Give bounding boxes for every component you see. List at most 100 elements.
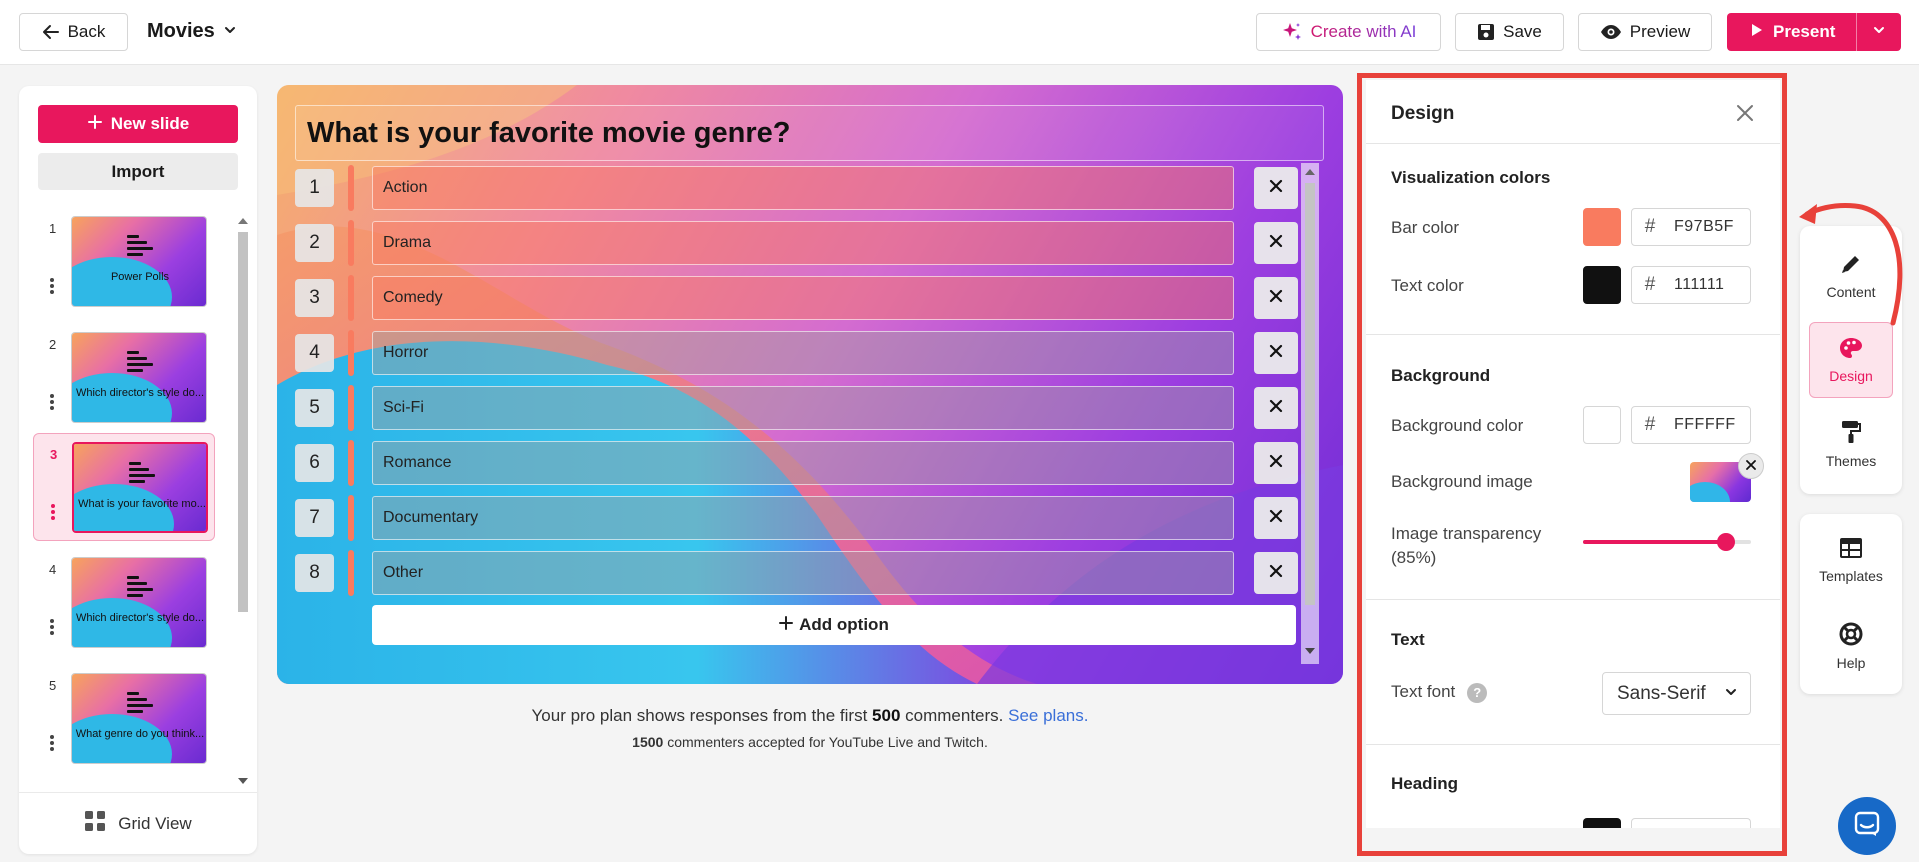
templates-table-icon bbox=[1839, 537, 1863, 562]
slide-thumbnail-5[interactable]: 5 What genre do you think... bbox=[33, 665, 215, 773]
divider bbox=[1366, 744, 1780, 745]
slide-list-scrollbar[interactable] bbox=[236, 214, 250, 788]
bar-color-hex-input[interactable]: # F97B5F bbox=[1631, 208, 1751, 246]
option-row: 5 Sci-Fi bbox=[295, 385, 1315, 431]
platform-limit-text: commenters accepted for YouTube Live and… bbox=[667, 734, 988, 750]
preview-label: Preview bbox=[1629, 22, 1691, 41]
create-with-ai-button[interactable]: Create with AI bbox=[1256, 13, 1441, 51]
delete-option-button[interactable] bbox=[1254, 387, 1298, 429]
design-tab-label: Design bbox=[1829, 367, 1873, 384]
bar-color-marker bbox=[348, 220, 354, 266]
slide-preview: What is your favorite mo... bbox=[72, 442, 208, 533]
option-number: 5 bbox=[295, 389, 334, 427]
more-options-icon[interactable] bbox=[50, 394, 54, 412]
right-rail-primary: Content Design Themes bbox=[1800, 226, 1902, 494]
delete-option-button[interactable] bbox=[1254, 277, 1298, 319]
present-options-button[interactable] bbox=[1857, 13, 1901, 51]
text-font-select[interactable]: Sans-Serif bbox=[1602, 672, 1751, 715]
slide-thumbnail-3[interactable]: 3 What is your favorite mo... bbox=[33, 433, 215, 541]
support-chat-button[interactable] bbox=[1838, 797, 1896, 855]
delete-option-button[interactable] bbox=[1254, 442, 1298, 484]
remove-background-image-button[interactable] bbox=[1738, 453, 1764, 479]
heading-color-swatch[interactable] bbox=[1583, 818, 1621, 828]
present-button[interactable]: Present bbox=[1727, 13, 1901, 51]
bar-color-marker bbox=[348, 495, 354, 541]
close-icon bbox=[1269, 344, 1283, 363]
option-input[interactable]: Documentary bbox=[372, 496, 1234, 540]
delete-option-button[interactable] bbox=[1254, 222, 1298, 264]
themes-tab[interactable]: Themes bbox=[1809, 406, 1893, 482]
delete-option-button[interactable] bbox=[1254, 552, 1298, 594]
presentation-title[interactable]: Movies bbox=[147, 20, 237, 43]
heading-color-hex-input[interactable] bbox=[1631, 818, 1751, 828]
option-input[interactable]: Horror bbox=[372, 331, 1234, 375]
text-color-label: Text color bbox=[1391, 276, 1464, 295]
close-panel-button[interactable] bbox=[1736, 104, 1754, 127]
more-options-icon[interactable] bbox=[50, 278, 54, 296]
image-transparency-slider[interactable] bbox=[1583, 530, 1751, 554]
option-number: 6 bbox=[295, 444, 334, 482]
back-button[interactable]: Back bbox=[19, 13, 128, 51]
slide-thumbnail-2[interactable]: 2 Which director's style do... bbox=[33, 324, 215, 432]
add-option-button[interactable]: Add option bbox=[372, 605, 1296, 645]
add-option-label: Add option bbox=[799, 615, 889, 634]
sparkle-icon bbox=[1281, 21, 1303, 43]
delete-option-button[interactable] bbox=[1254, 497, 1298, 539]
slide-number: 2 bbox=[49, 337, 57, 352]
more-options-icon[interactable] bbox=[50, 735, 54, 753]
question-title-input[interactable]: What is your favorite movie genre? bbox=[295, 105, 1324, 161]
more-options-icon[interactable] bbox=[50, 619, 54, 637]
slide-preview: Which director's style do... bbox=[71, 557, 207, 648]
save-button[interactable]: Save bbox=[1455, 13, 1564, 51]
content-tab[interactable]: Content bbox=[1809, 238, 1893, 314]
option-input[interactable]: Romance bbox=[372, 441, 1234, 485]
background-color-hex-input[interactable]: # FFFFFF bbox=[1631, 406, 1751, 444]
preview-button[interactable]: Preview bbox=[1578, 13, 1712, 51]
bar-color-marker bbox=[348, 330, 354, 376]
design-panel-header: Design bbox=[1366, 80, 1780, 144]
option-row: 6 Romance bbox=[295, 440, 1315, 486]
slide-thumbnail-1[interactable]: 1 Power Polls bbox=[33, 208, 215, 316]
slide-thumbnail-4[interactable]: 4 Which director's style do... bbox=[33, 549, 215, 657]
import-button[interactable]: Import bbox=[38, 153, 238, 190]
close-icon bbox=[1269, 454, 1283, 473]
option-input[interactable]: Sci-Fi bbox=[372, 386, 1234, 430]
close-icon bbox=[1269, 179, 1283, 198]
option-input[interactable]: Drama bbox=[372, 221, 1234, 265]
close-icon bbox=[1269, 234, 1283, 253]
option-input[interactable]: Comedy bbox=[372, 276, 1234, 320]
bar-color-swatch[interactable] bbox=[1583, 208, 1621, 246]
eye-icon bbox=[1600, 24, 1622, 40]
more-options-icon[interactable] bbox=[51, 504, 55, 522]
design-tab[interactable]: Design bbox=[1809, 322, 1893, 398]
bar-color-marker bbox=[348, 550, 354, 596]
text-color-swatch[interactable] bbox=[1583, 266, 1621, 304]
plus-icon bbox=[779, 615, 794, 635]
bar-chart-icon bbox=[127, 351, 153, 375]
close-icon bbox=[1736, 105, 1754, 126]
templates-tab[interactable]: Templates bbox=[1809, 522, 1893, 598]
bar-color-marker bbox=[348, 385, 354, 431]
plus-icon bbox=[87, 114, 103, 135]
delete-option-button[interactable] bbox=[1254, 167, 1298, 209]
option-number: 1 bbox=[295, 169, 334, 207]
new-slide-button[interactable]: New slide bbox=[38, 105, 238, 143]
right-rail-secondary: Templates Help bbox=[1800, 514, 1902, 694]
grid-view-button[interactable]: Grid View bbox=[19, 792, 257, 854]
slide-preview-text: Which director's style do... bbox=[75, 612, 205, 624]
slider-handle[interactable] bbox=[1716, 533, 1735, 551]
delete-option-button[interactable] bbox=[1254, 332, 1298, 374]
back-label: Back bbox=[67, 22, 106, 41]
text-color-hex-input[interactable]: # 111111 bbox=[1631, 266, 1751, 304]
option-input[interactable]: Action bbox=[372, 166, 1234, 210]
help-tab[interactable]: Help bbox=[1809, 608, 1893, 684]
text-heading: Text bbox=[1391, 630, 1425, 649]
option-input[interactable]: Other bbox=[372, 551, 1234, 595]
options-scrollbar[interactable] bbox=[1301, 163, 1319, 664]
help-circle-icon[interactable]: ? bbox=[1467, 682, 1488, 703]
plan-note-text: Your pro plan shows responses from the f… bbox=[531, 706, 868, 725]
background-color-swatch[interactable] bbox=[1583, 406, 1621, 444]
bar-color-marker bbox=[348, 275, 354, 321]
see-plans-link[interactable]: See plans. bbox=[1008, 706, 1089, 725]
present-main-button[interactable]: Present bbox=[1727, 13, 1857, 51]
